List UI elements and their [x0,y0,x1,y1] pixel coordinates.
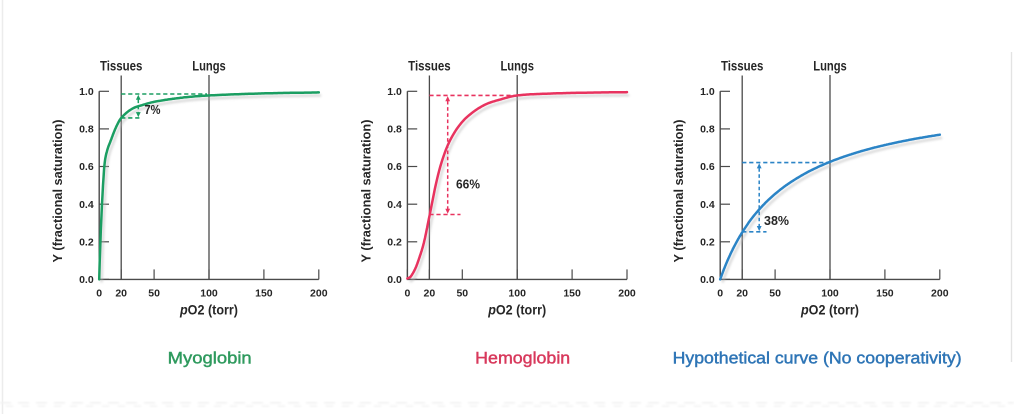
svg-text:Lungs: Lungs [500,58,534,74]
svg-text:0.8: 0.8 [700,124,715,136]
svg-text:0.2: 0.2 [700,236,715,248]
svg-text:Hemoglobin: Hemoglobin [475,350,570,368]
svg-text:38%: 38% [764,213,789,228]
svg-text:1.0: 1.0 [79,86,94,98]
svg-text:0.2: 0.2 [79,236,94,248]
svg-text:1.0: 1.0 [700,86,715,98]
svg-text:7%: 7% [145,102,161,117]
svg-text:Myoglobin: Myoglobin [168,350,252,368]
svg-text:0.0: 0.0 [387,274,402,286]
svg-text:Tissues: Tissues [721,58,764,74]
svg-text:0: 0 [96,288,102,300]
svg-text:Hypothetical curve (No coopera: Hypothetical curve (No cooperativity) [673,350,962,368]
svg-text:0.4: 0.4 [700,199,715,211]
svg-text:100: 100 [508,288,526,300]
svg-text:0.2: 0.2 [387,236,402,248]
svg-text:50: 50 [456,288,468,300]
svg-text:pO2 (torr): pO2 (torr) [179,303,238,318]
svg-text:0.6: 0.6 [700,161,715,173]
svg-text:Tissues: Tissues [408,58,451,74]
svg-text:150: 150 [255,288,273,300]
svg-text:pO2 (torr): pO2 (torr) [800,303,859,318]
svg-text:0.0: 0.0 [700,274,715,286]
svg-text:50: 50 [148,288,160,300]
svg-text:0.4: 0.4 [79,199,94,211]
svg-text:Y (fractional saturation): Y (fractional saturation) [359,120,373,263]
svg-text:Y (fractional saturation): Y (fractional saturation) [672,120,686,263]
svg-text:1.0: 1.0 [387,86,402,98]
svg-text:150: 150 [563,288,581,300]
svg-text:20: 20 [424,288,436,300]
svg-text:0: 0 [404,288,410,300]
svg-text:200: 200 [618,288,636,300]
svg-text:Y (fractional saturation): Y (fractional saturation) [51,120,65,263]
svg-text:150: 150 [876,288,894,300]
svg-text:20: 20 [115,288,127,300]
svg-text:0.4: 0.4 [387,199,402,211]
svg-text:50: 50 [769,288,781,300]
svg-text:Lungs: Lungs [192,58,226,74]
svg-text:0.0: 0.0 [79,274,94,286]
svg-text:20: 20 [736,288,748,300]
svg-text:200: 200 [310,288,328,300]
svg-text:100: 100 [200,288,218,300]
svg-text:0.8: 0.8 [79,124,94,136]
svg-text:Tissues: Tissues [100,58,143,74]
svg-text:0.8: 0.8 [387,124,402,136]
svg-text:pO2 (torr): pO2 (torr) [487,303,546,318]
svg-text:200: 200 [931,288,949,300]
svg-text:0.6: 0.6 [387,161,402,173]
svg-text:0: 0 [717,288,723,300]
svg-text:66%: 66% [456,177,480,192]
svg-text:100: 100 [821,288,839,300]
svg-text:Lungs: Lungs [813,58,847,74]
svg-text:0.6: 0.6 [79,161,94,173]
